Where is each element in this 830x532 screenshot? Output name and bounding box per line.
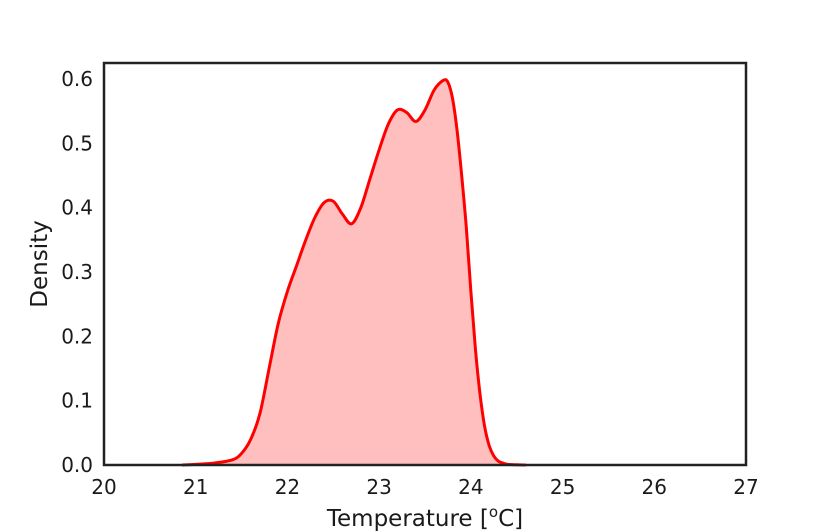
- y-tick-label: 0.2: [61, 324, 93, 348]
- x-tick-label: 20: [91, 475, 116, 499]
- density-area-fill-0: [181, 79, 526, 466]
- density-line-0: [181, 78, 526, 467]
- axes-frame: [102, 61, 748, 467]
- y-axis-label: Density: [27, 220, 53, 307]
- plot-area: [181, 78, 526, 467]
- y-tick-label: 0.0: [61, 453, 93, 477]
- axis-ticks: 20 21 22 23 24 25 26 27 0.0 0.1 0.2 0.3 0.4 0.5 0.6: [61, 67, 759, 499]
- x-tick-label: 25: [550, 475, 575, 499]
- x-axis-label-end: C]: [498, 506, 523, 532]
- y-tick-label: 0.1: [61, 389, 93, 413]
- x-axis-label-main: Temperature [: [326, 506, 489, 532]
- x-tick-label: 24: [458, 475, 483, 499]
- y-tick-label: 0.4: [61, 196, 93, 220]
- x-tick-label: 23: [366, 475, 391, 499]
- x-tick-label: 21: [183, 475, 208, 499]
- x-axis-label-superscript: o: [489, 503, 498, 521]
- y-tick-label: 0.3: [61, 260, 93, 284]
- y-tick-label: 0.5: [61, 131, 93, 155]
- x-tick-label: 22: [275, 475, 300, 499]
- x-tick-label: 27: [733, 475, 758, 499]
- x-axis-label: Temperature [oC]: [326, 503, 523, 532]
- x-tick-label: 26: [642, 475, 667, 499]
- y-tick-label: 0.6: [61, 67, 93, 91]
